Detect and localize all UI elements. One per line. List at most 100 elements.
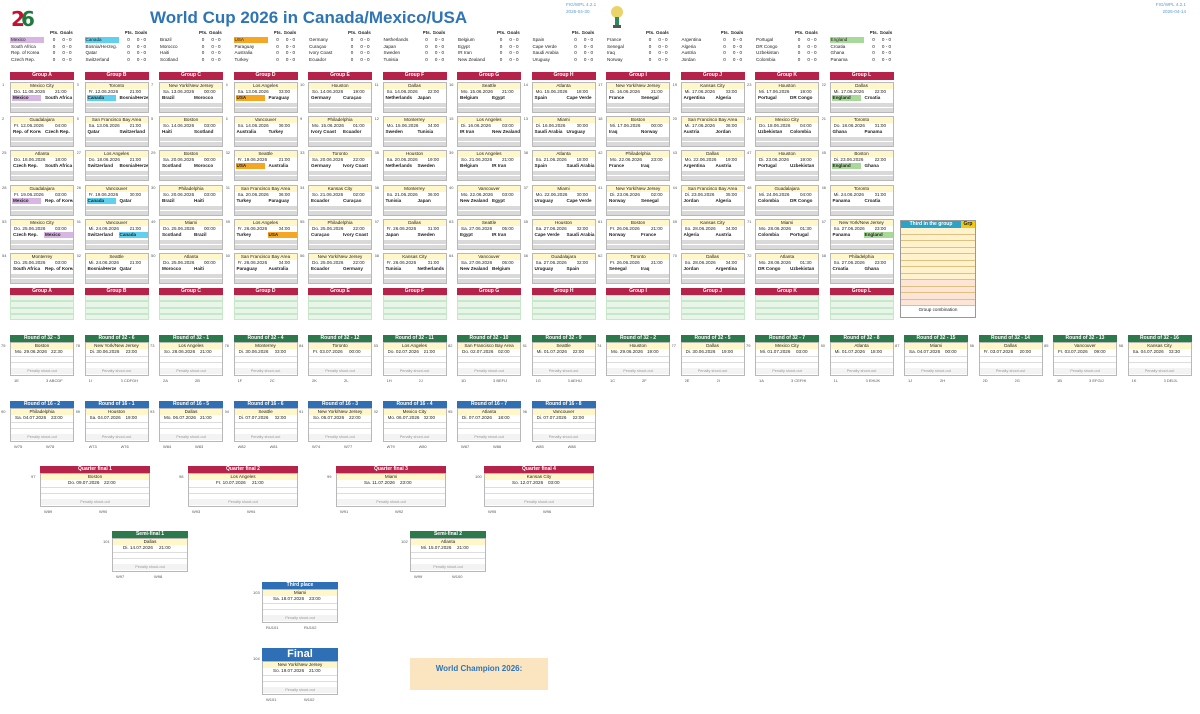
placeholder: 3 EFGIJ <box>1089 378 1104 383</box>
match-card: Mexico City Do. 18.06.2026 04:00 Uzbekistan… <box>755 116 819 148</box>
team-row <box>85 356 148 362</box>
team: Ecuador <box>311 197 330 203</box>
score-row <box>160 170 222 176</box>
score-row <box>532 243 595 249</box>
goals: 0 - 0 <box>583 43 594 49</box>
score-row <box>756 102 818 107</box>
group-header: Group D <box>233 72 298 80</box>
goals: 0 - 0 <box>62 43 72 49</box>
score-row <box>309 273 371 278</box>
match-card: New York/New Jersey So. 27.06.2026 23:00 Pa… <box>829 218 894 250</box>
table-row <box>901 267 975 274</box>
team: IR Iran <box>492 231 507 237</box>
score-row <box>11 170 73 176</box>
time: 01:00 <box>427 225 440 231</box>
score-row <box>309 209 371 215</box>
team-row <box>1128 356 1191 362</box>
round-header: Round of 32 - 10 <box>457 335 521 342</box>
placeholder: W74 <box>312 444 321 449</box>
match-card: Philadelphia Do. 25.06.2026 22:00 Curaçao Iv… <box>308 218 372 250</box>
date: Fr. 26.06.2026 <box>386 260 417 265</box>
match-number: 32 <box>225 150 230 156</box>
round-header: Final <box>262 648 338 661</box>
score-row <box>309 136 371 142</box>
round-header: Round of 16 - 5 <box>159 401 223 408</box>
match-card: Dallas Di. 30.06.2026 19:00 Penalty shoot-o… <box>680 342 745 376</box>
match-card: Vancouver Sa. 27.06.2026 05:00 New Zealand B… <box>457 253 521 284</box>
team: Panama <box>864 129 883 135</box>
team-row <box>979 356 1042 362</box>
team: Ivory Coast <box>343 231 369 237</box>
table-row <box>308 307 372 314</box>
city: Guadalajara <box>11 185 73 192</box>
score-row <box>681 243 744 249</box>
time: 04:00 <box>278 225 291 231</box>
date: Fr. 26.06.2026 <box>386 225 417 231</box>
match-number: 82 <box>448 343 453 348</box>
city: Kansas City <box>383 254 446 260</box>
match-number: 99 <box>327 474 332 479</box>
table-row <box>84 313 149 321</box>
match-card: Los Angeles So. 28.06.2026 21:00 Penalty sh… <box>159 342 223 376</box>
placeholder: W73 <box>88 444 97 449</box>
match-number: 71 <box>747 218 752 224</box>
team: Croatia <box>864 95 881 100</box>
date: Do. 02.07.2026 <box>462 349 494 354</box>
score-row <box>85 238 148 244</box>
table-row <box>901 286 975 293</box>
city: New York/New Jersey <box>309 254 371 260</box>
date: Di. 30.06.2026 <box>685 349 716 354</box>
team-row <box>189 493 297 499</box>
match-card: Mexico City Do. 11.06.2026 21:00 Mexico Sout… <box>10 82 74 113</box>
match-card: Dallas Fr. 03.07.2026 20:00 Penalty shoot-o… <box>978 342 1043 376</box>
team: Qatar <box>119 197 132 203</box>
goals: 0 - 0 <box>881 43 892 49</box>
team-row <box>607 362 669 368</box>
city: Vancouver <box>532 409 595 415</box>
team-row <box>11 422 73 428</box>
placeholder: 2E <box>684 378 690 383</box>
points: 0 <box>797 50 801 55</box>
table-row <box>159 313 223 321</box>
score-row <box>830 238 893 244</box>
points: 0 <box>499 56 503 62</box>
round-header: Round of 16 - 3 <box>308 401 372 408</box>
team-name: IR Iran <box>458 50 472 55</box>
match-number: 34 <box>300 184 305 190</box>
date: Sa. 27.06.2026 <box>535 260 567 265</box>
score-row <box>830 243 893 249</box>
match-card: Los Angeles Di. 16.06.2026 03:00 IR Iran New… <box>457 116 521 148</box>
team-row <box>85 422 148 428</box>
match-card: Miami Di. 16.06.2026 00:00 Saudi Arabia Urug… <box>531 116 596 148</box>
time: 02:00 <box>498 349 510 354</box>
team-row <box>85 428 148 434</box>
table-row <box>680 307 745 314</box>
team: Jordan <box>715 129 731 135</box>
date: Di. 16.06.2026 <box>610 89 640 94</box>
city: Seattle <box>532 343 595 349</box>
date: Fr. 19.06.2026 <box>88 191 119 197</box>
table-row <box>755 301 819 308</box>
team: Norway <box>641 129 658 135</box>
placeholder: 2D <box>982 378 988 383</box>
score-row <box>11 273 73 278</box>
match-card: Miami Mo. 28.06.2026 01:30 Colombia Portugal <box>755 218 819 250</box>
team-row <box>337 487 445 493</box>
team-row <box>11 356 73 362</box>
score-row <box>532 278 595 283</box>
team: Morocco <box>194 163 214 169</box>
match-card: Toronto Fr. 03.07.2026 00:00 Penalty shoot-… <box>308 342 372 376</box>
match-number: 52 <box>76 253 81 258</box>
score-row <box>681 278 744 283</box>
placeholder: W79 <box>386 444 395 449</box>
team: Sweden <box>385 129 403 135</box>
score-row <box>607 141 669 147</box>
points: 0 <box>127 43 130 49</box>
date: Di. 30.06.2026 <box>238 349 269 354</box>
match-card: Houston Sa. 27.06.2026 02:00 Cape Verde Saud… <box>531 218 596 250</box>
team: Belgium <box>492 266 511 271</box>
match-card: Houston Mo. 29.06.2026 19:00 Penalty shoot-… <box>606 342 670 376</box>
team: Germany <box>311 95 331 100</box>
table-row <box>901 228 975 235</box>
date: Di. 07.07.2026 <box>536 415 567 420</box>
